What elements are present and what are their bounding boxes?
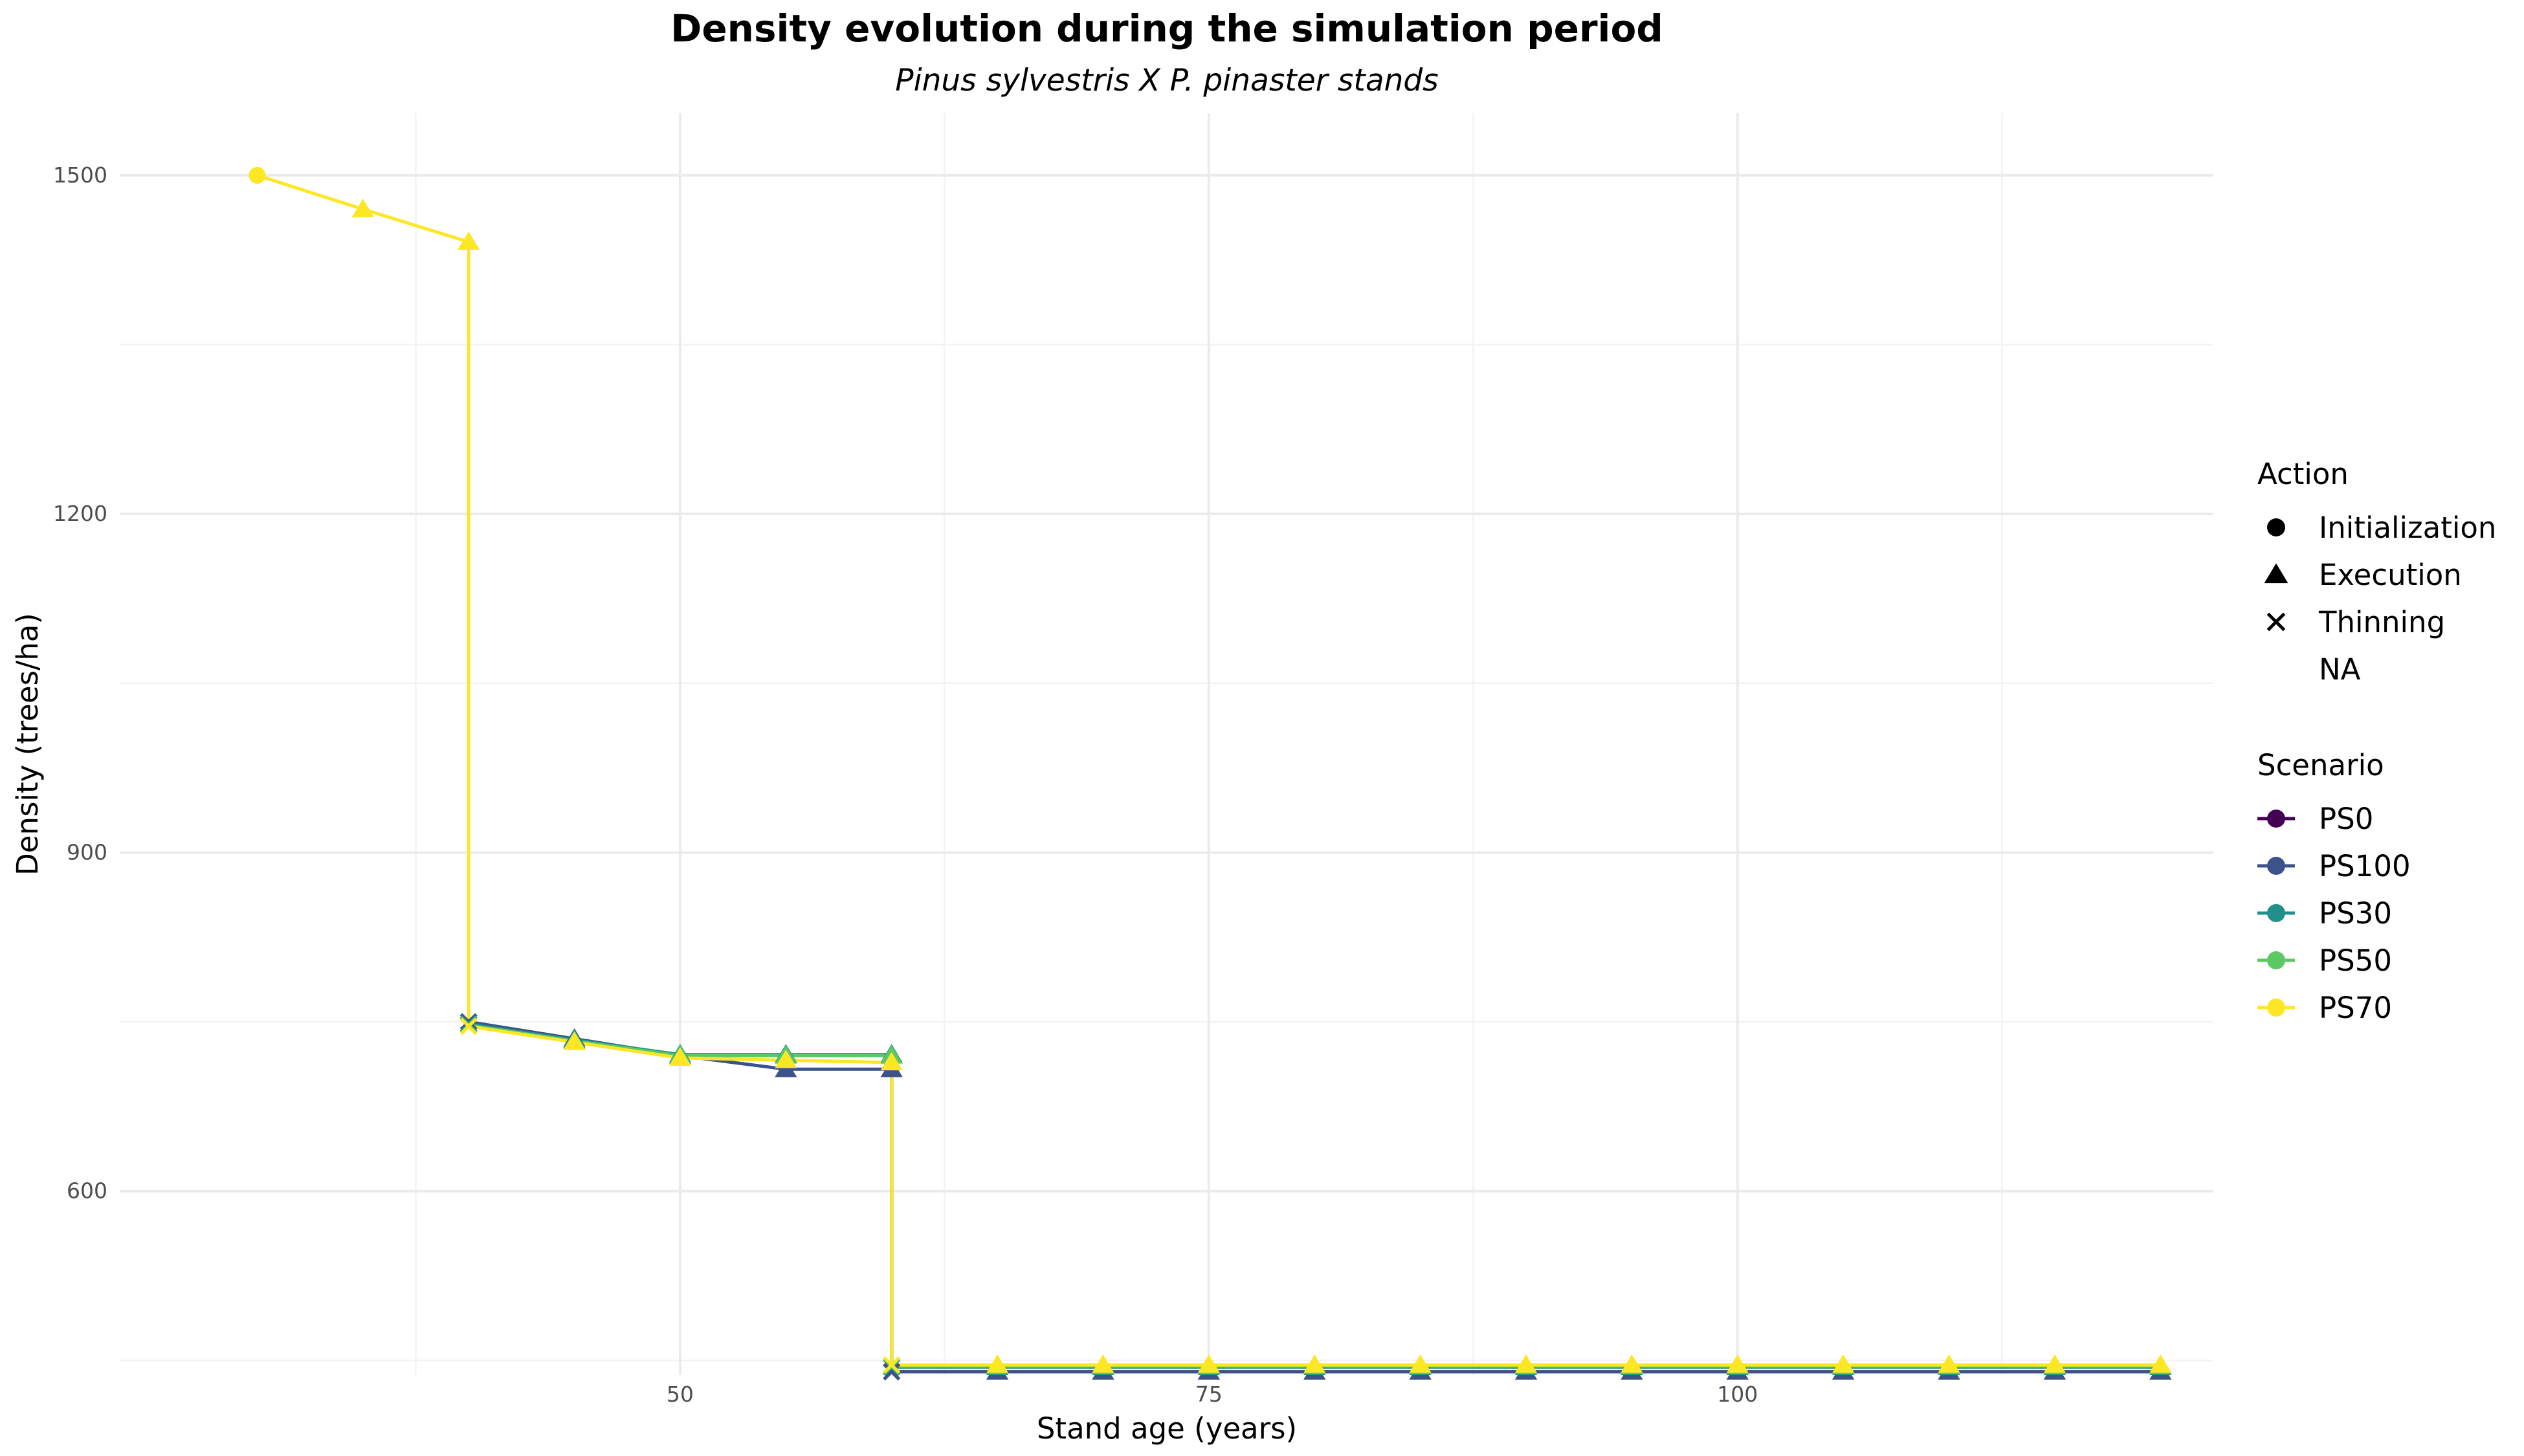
thinning-point [2266,612,2286,632]
legend-action-label: Initialization [2319,511,2496,545]
execution-point [2264,563,2288,584]
execution-point [1726,1354,1749,1373]
minor-gridlines [120,113,2213,1375]
execution-point [880,1052,903,1071]
y-tick-label: 1200 [53,501,107,526]
execution-point [1197,1354,1220,1373]
execution-point [986,1354,1009,1373]
series-line-ps50 [468,1023,2161,1368]
x-tick-label: 50 [667,1382,694,1407]
data-points [249,166,2172,1381]
thinning-point [883,1363,901,1381]
execution-point [1303,1354,1326,1373]
initialization-point [2267,518,2285,536]
x-tick-label: 75 [1195,1382,1223,1407]
legend-action-label: Execution [2319,558,2462,592]
legend-action-label: Thinning [2318,605,2445,639]
legend-scenario-swatch [2267,998,2285,1017]
chart-title: Density evolution during the simulation … [670,6,1663,50]
execution-point [1092,1354,1114,1373]
y-tick-label: 600 [67,1178,107,1204]
legend-scenario-label: PS100 [2319,849,2411,883]
execution-point [669,1047,691,1066]
legend-scenario-label: PS50 [2319,943,2392,978]
execution-point [2149,1354,2172,1373]
major-gridlines [120,113,2213,1375]
chart-subtitle: Pinus sylvestris X P. pinaster stands [895,63,1439,98]
legend-scenario: Scenario PS0 PS100 PS30 PS50 PS70 [2257,748,2411,1025]
execution-point [458,231,480,250]
x-tick-label: 100 [1717,1382,1758,1407]
execution-point [2043,1354,2066,1373]
y-tick-label: 900 [67,839,107,865]
legend-scenario-swatch [2267,951,2285,969]
axis-tick-labels: 50 75 100 600 900 1200 1500 [53,162,1758,1407]
thinning-point [883,1356,901,1374]
legend-action-title: Action [2257,457,2349,491]
execution-point [1938,1354,1960,1373]
execution-point [1832,1354,1855,1373]
series-line-ps30 [468,1022,2161,1369]
y-tick-label: 1500 [53,162,107,188]
legend-scenario-label: PS0 [2319,802,2373,836]
legend-scenario-label: PS30 [2319,896,2392,931]
y-axis-title: Density (trees/ha) [10,613,45,876]
legend-action-label: NA [2319,652,2361,687]
legend-action: Action Initialization Execution Thinning NA [2257,457,2496,687]
legend-scenario-swatch [2267,810,2285,828]
execution-point [1514,1354,1538,1373]
execution-point [1409,1354,1432,1373]
legend-scenario-swatch [2267,857,2285,875]
execution-point [1621,1354,1643,1373]
legend-scenario-label: PS70 [2319,991,2392,1025]
execution-point [351,199,374,217]
x-axis-title: Stand age (years) [1037,1411,1297,1446]
legend-scenario-swatch [2267,904,2285,922]
initialization-point [249,166,266,184]
thinning-point [459,1017,478,1035]
execution-point [775,1050,797,1068]
legend-scenario-title: Scenario [2257,748,2384,782]
execution-point [563,1031,586,1050]
series-line-ps100 [468,1020,2161,1374]
